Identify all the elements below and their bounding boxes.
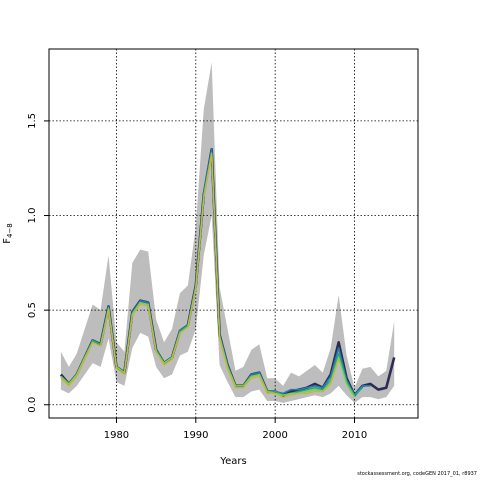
svg-text:F4−8: F4−8 bbox=[2, 223, 14, 244]
x-axis-title: Years bbox=[219, 456, 246, 467]
confidence-band bbox=[60, 62, 395, 403]
axis-layer: 1980 1990 2000 2010 0.0 0.5 1.0 1.5 bbox=[27, 113, 367, 441]
x-tick-label: 1980 bbox=[104, 430, 129, 441]
series-line-5 bbox=[60, 154, 340, 398]
y-tick-label: 0.0 bbox=[27, 397, 38, 413]
y-axis-title: F4−8 bbox=[2, 223, 14, 244]
confidence-band-layer bbox=[60, 62, 395, 403]
x-tick-label: 2000 bbox=[262, 430, 287, 441]
plot-frame bbox=[48, 48, 419, 419]
series-layer bbox=[59, 147, 396, 398]
x-tick-label: 2010 bbox=[342, 430, 367, 441]
y-tick-label: 1.5 bbox=[27, 113, 38, 129]
footer-credit: stockassessment.org, codeGEN 2017_01, r8… bbox=[357, 471, 477, 477]
y-axis-title-subscript: 4−8 bbox=[6, 223, 14, 238]
y-tick-label: 0.5 bbox=[27, 302, 38, 318]
y-tick-label: 1.0 bbox=[27, 208, 38, 224]
x-tick-label: 1990 bbox=[183, 430, 208, 441]
y-axis-title-main: F bbox=[2, 238, 13, 244]
